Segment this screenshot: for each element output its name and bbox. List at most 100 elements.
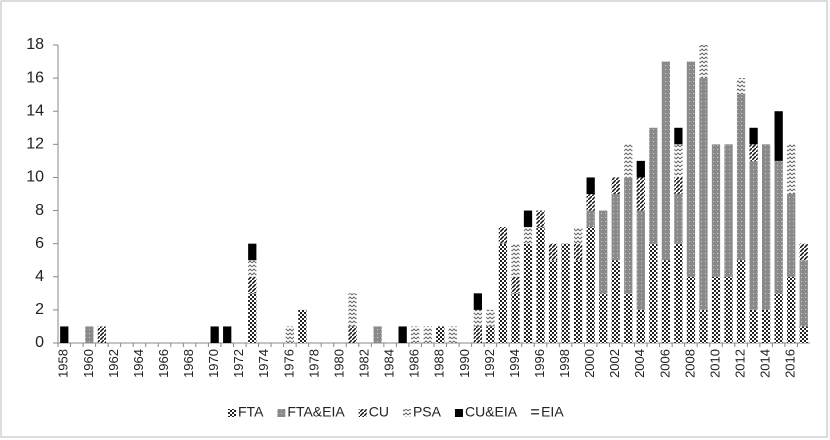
y-tick-label: 12 — [26, 136, 44, 153]
x-tick-label: 2012 — [733, 349, 748, 378]
x-tick-label: 2014 — [758, 349, 773, 378]
bar-segment — [548, 260, 558, 343]
bar-segment — [423, 326, 432, 343]
bar-segment — [523, 227, 533, 244]
x-tick-label: 2016 — [783, 349, 798, 378]
bar-segment — [749, 127, 758, 145]
bar-segment — [611, 260, 620, 343]
bar-segment — [774, 111, 783, 161]
bar-segment — [398, 326, 407, 343]
bar-segment — [649, 243, 658, 343]
bar-segment — [85, 326, 94, 343]
bar-segment — [636, 177, 645, 211]
bar-segment — [248, 260, 257, 277]
y-tick-label: 16 — [26, 69, 44, 86]
bar-segment — [60, 326, 69, 343]
bar-segment — [411, 326, 420, 343]
x-tick-label: 1968 — [181, 349, 196, 378]
bar-segment — [586, 177, 595, 194]
bar-segment — [611, 177, 620, 194]
y-tick-label: 10 — [26, 169, 44, 186]
y-tick-label: 2 — [35, 301, 44, 318]
bar-segment — [787, 194, 796, 277]
bar-segment — [586, 210, 595, 228]
bar-segment — [511, 276, 520, 294]
legend-swatch — [358, 409, 367, 417]
bar-segment — [674, 243, 683, 343]
bar-segment — [523, 243, 533, 343]
bar-segment — [511, 293, 520, 343]
bar-segment — [586, 227, 595, 343]
x-tick-label: 1984 — [382, 349, 397, 378]
x-tick-label: 1970 — [206, 349, 221, 378]
bar-segment — [736, 94, 746, 261]
bar-segment — [436, 326, 445, 343]
bar-segment — [448, 326, 457, 343]
x-tick-label: 1986 — [407, 349, 422, 378]
bar-segment — [486, 309, 495, 327]
legend-swatch — [454, 409, 463, 417]
bar-segment — [523, 210, 533, 228]
legend-label: PSA — [413, 404, 442, 420]
x-tick-label: 1990 — [457, 349, 472, 378]
bar-segment — [561, 243, 570, 343]
bar-segment — [285, 326, 295, 343]
bar-segment — [624, 144, 633, 178]
y-tick-label: 4 — [35, 268, 44, 285]
bar-segment — [749, 309, 758, 343]
bar-segment — [473, 309, 483, 327]
bar-segment — [649, 127, 658, 244]
bar-segment — [724, 144, 733, 277]
bar-segment — [473, 326, 483, 343]
legend-label: CU — [369, 404, 389, 420]
bar-segment — [511, 243, 520, 277]
bar-segment — [611, 194, 620, 261]
x-tick-label: 1978 — [306, 349, 321, 378]
legend-label: EIA — [541, 404, 564, 420]
bar-segment — [711, 276, 721, 343]
bar-segment — [636, 160, 645, 178]
y-tick-label: 6 — [35, 235, 44, 252]
y-tick-label: 0 — [35, 334, 44, 351]
bar-segment — [624, 177, 633, 294]
x-tick-label: 1966 — [156, 349, 171, 378]
bar-segment — [536, 210, 545, 228]
bar-segment — [661, 61, 671, 261]
bar-segment — [774, 293, 783, 343]
bar-segment — [711, 144, 721, 277]
bar-segment — [661, 260, 671, 343]
bar-segment — [210, 326, 219, 343]
bar-segment — [636, 210, 645, 310]
bar-segment — [248, 276, 257, 294]
bar-segment — [636, 309, 645, 343]
bar-segment — [799, 326, 808, 343]
x-tick-label: 1980 — [331, 349, 346, 378]
x-tick-label: 1962 — [106, 349, 121, 378]
y-tick-label: 18 — [26, 36, 44, 53]
bar-segment — [699, 45, 708, 79]
legend-swatch — [531, 409, 540, 417]
x-tick-label: 1958 — [56, 349, 71, 378]
bar-segment — [373, 326, 382, 343]
bar-segment — [674, 127, 683, 145]
bar-segment — [298, 309, 307, 343]
x-tick-label: 1988 — [432, 349, 447, 378]
bar-segment — [699, 309, 708, 343]
bar-segment — [573, 227, 583, 244]
bar-segment — [498, 227, 508, 244]
bar-segment — [599, 293, 608, 343]
bar-segment — [248, 293, 257, 343]
bar-segment — [761, 144, 771, 310]
legend-swatch — [228, 409, 236, 417]
x-tick-label: 1960 — [81, 349, 96, 378]
bar-segment — [761, 309, 771, 343]
bar-segment — [223, 326, 232, 343]
bar-segment — [248, 243, 257, 261]
x-tick-label: 1976 — [281, 349, 296, 378]
legend-label: FTA&EIA — [287, 404, 345, 420]
x-tick-label: 2002 — [607, 349, 622, 378]
bar-segment — [624, 293, 633, 343]
x-tick-label: 1992 — [482, 349, 497, 378]
x-tick-label: 1972 — [231, 349, 246, 378]
